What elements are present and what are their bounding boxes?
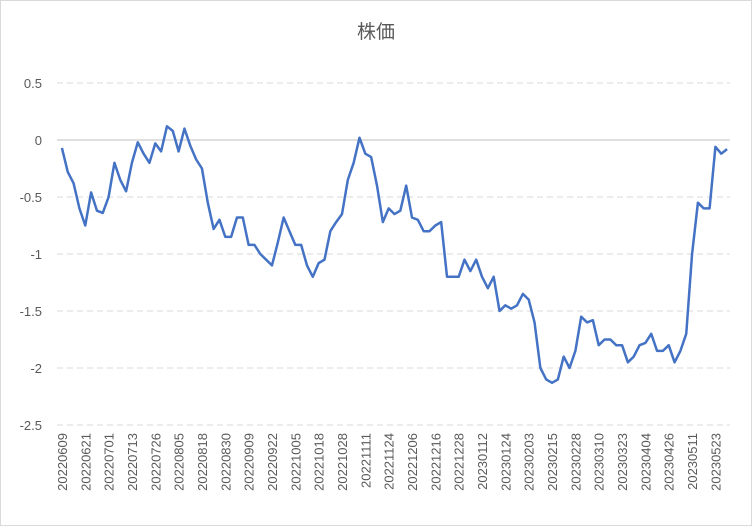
x-tick-label: 20221124 — [382, 433, 397, 490]
x-tick-label: 20220701 — [102, 433, 117, 491]
x-tick-label: 20230323 — [615, 433, 630, 491]
x-tick-label: 20230124 — [498, 433, 513, 491]
x-tick-label: 20220609 — [55, 433, 70, 491]
x-tick-label: 20230215 — [545, 433, 560, 491]
y-tick-label: -2.5 — [20, 418, 42, 433]
x-tick-label: 20221216 — [428, 433, 443, 491]
x-tick-label: 20221005 — [288, 433, 303, 491]
x-tick-label: 20220726 — [148, 433, 163, 491]
x-tick-label: 20230112 — [475, 433, 490, 490]
x-tick-label: 20221111 — [358, 433, 373, 488]
x-tick-label: 20230511 — [685, 433, 700, 490]
x-tick-label: 20221228 — [452, 433, 467, 491]
y-tick-label: -2 — [30, 361, 42, 376]
x-tick-label: 20220713 — [125, 433, 140, 491]
x-tick-label: 20221028 — [335, 433, 350, 491]
y-tick-label: 0.5 — [24, 76, 42, 91]
x-tick-label: 20230310 — [592, 433, 607, 491]
y-tick-label: -1 — [30, 247, 42, 262]
x-tick-label: 20230426 — [662, 433, 677, 491]
x-tick-label: 20220922 — [265, 433, 280, 491]
x-tick-label: 20220805 — [172, 433, 187, 491]
x-tick-label: 20221206 — [405, 433, 420, 491]
x-tick-label: 20220621 — [78, 433, 93, 491]
chart-title: 株価 — [357, 21, 395, 43]
x-tick-label: 20230523 — [708, 433, 723, 491]
x-tick-label: 20221018 — [312, 433, 327, 491]
x-tick-label: 20230228 — [568, 433, 583, 491]
x-tick-label: 20230404 — [638, 433, 653, 491]
x-tick-label: 20220818 — [195, 433, 210, 491]
y-tick-label: -1.5 — [20, 304, 42, 319]
price-line — [60, 125, 728, 385]
x-tick-label: 20220830 — [218, 433, 233, 491]
x-tick-label: 20220909 — [242, 433, 257, 491]
y-tick-label: 0 — [35, 133, 42, 148]
x-tick-label: 20230203 — [522, 433, 537, 491]
y-tick-label: -0.5 — [20, 190, 42, 205]
